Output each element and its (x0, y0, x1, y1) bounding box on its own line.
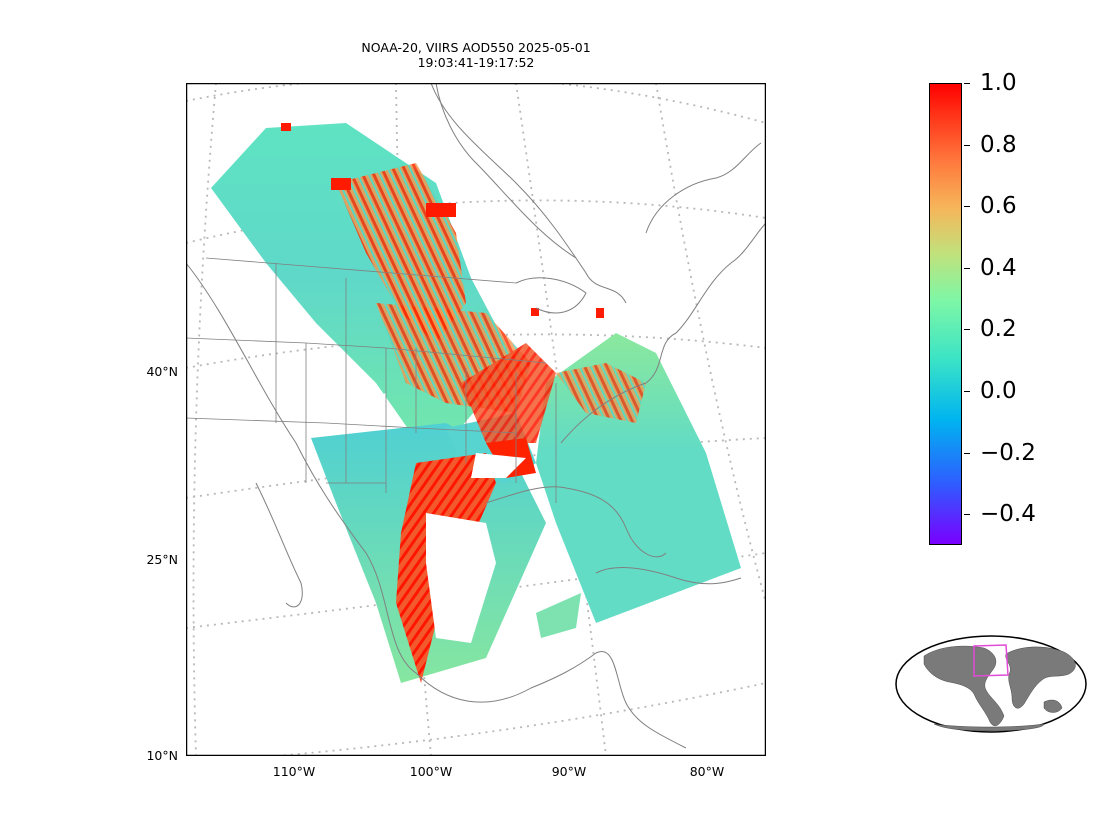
aod-map (186, 83, 766, 756)
colorbar-tick-label: 0.0 (980, 378, 1017, 404)
lat-label-40n: 40°N (146, 364, 178, 379)
colorbar-tick-label: −0.2 (980, 439, 1036, 466)
colorbar-tick-label: 1.0 (980, 70, 1017, 96)
title-line-2: 19:03:41-19:17:52 (417, 55, 535, 70)
lon-label-80w: 80°W (689, 764, 725, 779)
lat-label-25n: 25°N (146, 552, 178, 567)
state-borders (186, 257, 557, 503)
lon-label-100w: 100°W (409, 764, 453, 779)
colorbar-tick-label: 0.8 (980, 131, 1017, 158)
colorbar-tick (964, 267, 970, 269)
colorbar-tick-label: 0.2 (980, 316, 1017, 343)
map-border (186, 83, 766, 756)
chart-title: NOAA-20, VIIRS AOD550 2025-05-01 19:03:4… (186, 40, 766, 70)
title-line-1: NOAA-20, VIIRS AOD550 2025-05-01 (361, 40, 591, 55)
colorbar-tick (964, 329, 970, 331)
colorbar-tick (964, 206, 970, 208)
inset-globe (895, 635, 1087, 733)
lon-label-90w: 90°W (551, 764, 587, 779)
colorbar-tick (964, 452, 970, 454)
inset-highlight-box (973, 644, 1009, 677)
colorbar (929, 83, 962, 545)
coastlines (186, 83, 766, 749)
colorbar-tick (964, 144, 970, 146)
colorbar-tick (964, 83, 970, 84)
colorbar-tick-label: −0.4 (980, 501, 1036, 528)
globe-land (923, 645, 1076, 732)
lon-label-110w: 110°W (272, 764, 316, 779)
colorbar-tick (964, 514, 970, 516)
colorbar-tick-label: 0.4 (980, 254, 1017, 281)
lat-label-10n: 10°N (146, 748, 178, 763)
no-data-gaps (361, 393, 526, 643)
colorbar-tick-label: 0.6 (980, 193, 1017, 220)
colorbar-tick (964, 391, 970, 392)
